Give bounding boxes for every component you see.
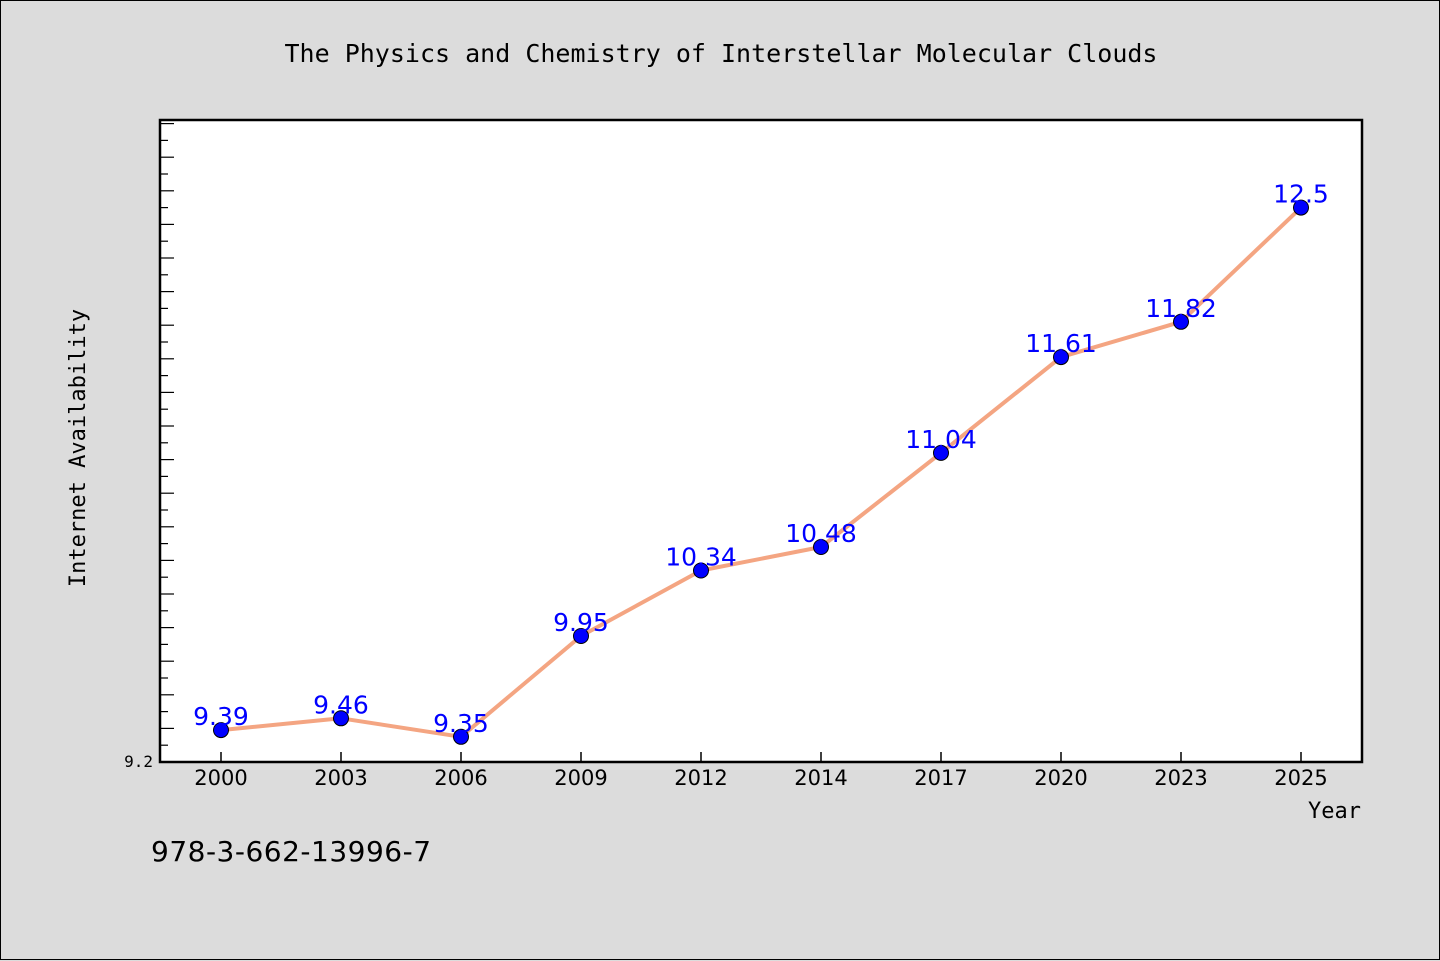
data-point — [693, 562, 709, 579]
plot-area — [158, 118, 1364, 764]
isbn-text: 978-3-662-13996-7 — [151, 835, 432, 868]
x-axis-tick-labels: 2000 2003 2006 2009 2012 2014 2017 2020 2023 2025 — [194, 766, 1327, 790]
data-label: 9.39 — [193, 702, 249, 731]
data-label: 9.46 — [313, 690, 369, 719]
x-tick-label: 2020 — [1034, 766, 1087, 790]
x-tick-label: 2014 — [794, 766, 847, 790]
data-label: 11.04 — [905, 425, 977, 454]
x-tick-label: 2025 — [1274, 766, 1327, 790]
chart-title: The Physics and Chemistry of Interstella… — [285, 39, 1158, 68]
data-point — [1053, 349, 1069, 366]
x-axis-ticks — [220, 752, 1302, 762]
data-point — [1173, 313, 1189, 330]
data-label: 9.95 — [553, 608, 609, 637]
data-point — [453, 728, 469, 745]
y-tick-label: 9.2 — [124, 752, 153, 771]
data-point — [813, 539, 829, 555]
y-axis-label: Internet Availability — [66, 309, 91, 587]
x-tick-label: 2023 — [1154, 766, 1207, 790]
data-point — [573, 628, 589, 644]
x-tick-label: 2000 — [194, 766, 247, 790]
series-line — [219, 205, 1303, 739]
data-label: 9.35 — [433, 709, 489, 738]
x-tick-label: 2012 — [674, 766, 727, 790]
data-label: 11.61 — [1025, 329, 1097, 358]
x-tick-label: 2009 — [554, 766, 607, 790]
x-tick-label: 2006 — [434, 766, 487, 790]
y-axis-ticks — [160, 122, 174, 746]
data-point — [1293, 199, 1309, 216]
data-point — [213, 722, 229, 739]
x-tick-label: 2017 — [914, 766, 967, 790]
data-label: 10.48 — [785, 519, 857, 548]
data-label: 10.34 — [665, 543, 737, 572]
data-label: 11.82 — [1145, 294, 1217, 323]
x-tick-label: 2003 — [314, 766, 367, 790]
series-layer: 9.39 9.46 9.35 9.95 10.34 10.48 11.04 11.61 11.8… — [193, 180, 1329, 745]
x-axis-label: Year — [1308, 799, 1361, 824]
data-point — [933, 444, 949, 461]
data-label: 12.5 — [1273, 180, 1329, 209]
data-point — [333, 710, 349, 727]
